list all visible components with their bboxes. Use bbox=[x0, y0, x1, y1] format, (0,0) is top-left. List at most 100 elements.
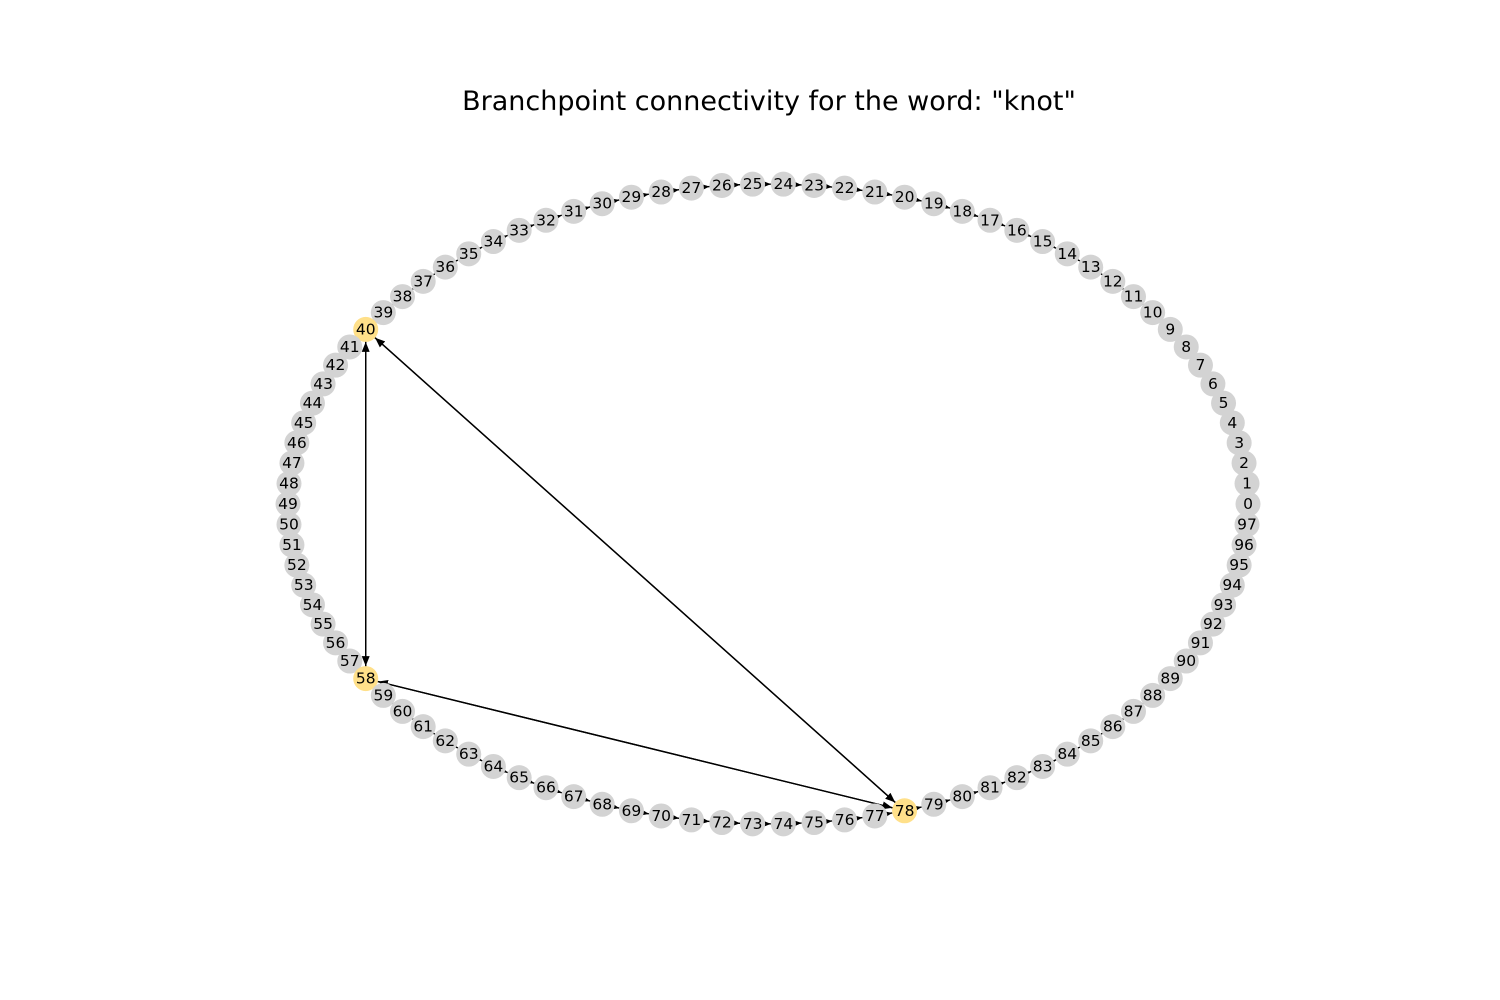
node-label: 63 bbox=[459, 745, 479, 763]
node-label: 36 bbox=[435, 258, 455, 276]
node-circle bbox=[949, 198, 975, 224]
node-label: 37 bbox=[413, 272, 433, 290]
node-25: 25 bbox=[740, 171, 766, 197]
node-58: 58 bbox=[353, 666, 379, 692]
node-27: 27 bbox=[678, 175, 704, 201]
node-11: 11 bbox=[1120, 284, 1146, 310]
node-label: 5 bbox=[1219, 394, 1229, 412]
node-label: 61 bbox=[413, 718, 433, 736]
node-92: 92 bbox=[1200, 611, 1226, 637]
node-label: 17 bbox=[980, 211, 1000, 229]
node-circle bbox=[561, 784, 587, 810]
node-41: 41 bbox=[337, 334, 363, 360]
node-label: 18 bbox=[952, 202, 972, 220]
node-label: 97 bbox=[1237, 516, 1257, 534]
node-label: 15 bbox=[1033, 233, 1053, 251]
node-circle bbox=[977, 207, 1003, 233]
node-56: 56 bbox=[323, 630, 349, 656]
node-60: 60 bbox=[390, 698, 416, 724]
node-circle bbox=[337, 648, 363, 674]
node-34: 34 bbox=[480, 229, 506, 255]
node-circle bbox=[740, 171, 766, 197]
node-label: 48 bbox=[279, 474, 299, 492]
node-circle bbox=[432, 728, 458, 754]
node-circle bbox=[1173, 334, 1199, 360]
node-label: 35 bbox=[459, 245, 479, 263]
node-29: 29 bbox=[618, 184, 644, 210]
branchpoint-node-circle bbox=[892, 798, 918, 824]
node-87: 87 bbox=[1120, 698, 1146, 724]
node-93: 93 bbox=[1211, 592, 1237, 618]
node-circle bbox=[456, 741, 482, 767]
node-circle bbox=[1140, 300, 1166, 326]
node-label: 38 bbox=[393, 288, 413, 306]
node-label: 57 bbox=[340, 652, 360, 670]
node-24: 24 bbox=[770, 171, 796, 197]
node-circle bbox=[310, 611, 336, 637]
page-title: Branchpoint connectivity for the word: "… bbox=[462, 86, 1076, 117]
node-label: 52 bbox=[287, 556, 307, 574]
node-label: 9 bbox=[1165, 320, 1175, 338]
node-circle bbox=[276, 470, 302, 496]
node-46: 46 bbox=[284, 430, 310, 456]
node-label: 8 bbox=[1181, 338, 1191, 356]
node-label: 10 bbox=[1143, 304, 1163, 322]
node-label: 28 bbox=[651, 183, 671, 201]
node-label: 89 bbox=[1160, 670, 1180, 688]
node-68: 68 bbox=[589, 791, 615, 817]
node-circle bbox=[1004, 765, 1030, 791]
node-13: 13 bbox=[1078, 254, 1104, 280]
node-label: 47 bbox=[282, 454, 302, 472]
node-1: 1 bbox=[1234, 470, 1260, 496]
node-74: 74 bbox=[770, 811, 796, 837]
node-label: 75 bbox=[804, 814, 824, 832]
node-label: 4 bbox=[1227, 414, 1237, 432]
node-label: 86 bbox=[1103, 718, 1123, 736]
node-51: 51 bbox=[279, 532, 305, 558]
node-50: 50 bbox=[276, 512, 302, 538]
node-65: 65 bbox=[506, 765, 532, 791]
node-circle bbox=[284, 430, 310, 456]
node-88: 88 bbox=[1140, 682, 1166, 708]
node-31: 31 bbox=[561, 198, 587, 224]
node-circle bbox=[1211, 390, 1237, 416]
node-77: 77 bbox=[862, 803, 888, 829]
node-label: 83 bbox=[1033, 757, 1053, 775]
node-95: 95 bbox=[1226, 552, 1252, 578]
node-circle bbox=[1187, 352, 1213, 378]
node-circle bbox=[1173, 648, 1199, 674]
node-label: 49 bbox=[278, 495, 298, 513]
node-label: 12 bbox=[1103, 272, 1123, 290]
node-circle bbox=[276, 512, 302, 538]
node-circle bbox=[1219, 410, 1245, 436]
node-label: 64 bbox=[484, 757, 504, 775]
node-circle bbox=[1235, 491, 1261, 517]
node-52: 52 bbox=[284, 552, 310, 578]
node-label: 40 bbox=[356, 320, 376, 338]
node-label: 20 bbox=[895, 188, 915, 206]
node-label: 26 bbox=[712, 176, 732, 194]
node-63: 63 bbox=[456, 741, 482, 767]
node-42: 42 bbox=[323, 352, 349, 378]
node-44: 44 bbox=[299, 390, 325, 416]
node-label: 68 bbox=[592, 795, 612, 813]
node-26: 26 bbox=[709, 172, 735, 198]
node-circle bbox=[279, 450, 305, 476]
node-label: 79 bbox=[924, 795, 944, 813]
node-circle bbox=[892, 184, 918, 210]
node-circle bbox=[921, 191, 947, 217]
node-48: 48 bbox=[276, 470, 302, 496]
node-label: 21 bbox=[865, 183, 885, 201]
branchpoint-node-circle bbox=[353, 316, 379, 342]
node-circle bbox=[1157, 316, 1183, 342]
node-label: 19 bbox=[924, 195, 944, 213]
node-label: 16 bbox=[1007, 221, 1027, 239]
node-label: 44 bbox=[303, 394, 323, 412]
node-label: 51 bbox=[282, 536, 302, 554]
node-14: 14 bbox=[1054, 241, 1080, 267]
node-label: 96 bbox=[1234, 536, 1254, 554]
node-label: 76 bbox=[835, 811, 855, 829]
node-66: 66 bbox=[533, 775, 559, 801]
node-circle bbox=[561, 198, 587, 224]
